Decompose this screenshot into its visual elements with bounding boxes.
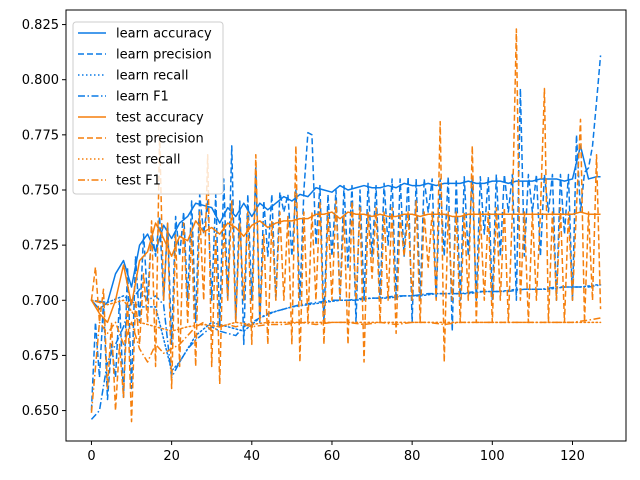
series-line-learn-precision <box>90 55 602 411</box>
legend: learn accuracy learn precision learn recal… <box>72 21 224 195</box>
x-tick-label: 40 <box>244 449 261 464</box>
x-tick-label: 20 <box>163 449 180 464</box>
y-tick-label: 0.825 <box>22 18 59 33</box>
series-line-test-precision <box>90 28 602 423</box>
legend-label: test precision <box>116 132 204 147</box>
y-tick-label: 0.725 <box>22 239 59 254</box>
axes-frame <box>65 9 627 442</box>
legend-box <box>72 21 224 195</box>
legend-label: learn F1 <box>116 90 169 105</box>
series-line-test-accuracy <box>90 211 601 324</box>
legend-label: test F1 <box>116 174 161 189</box>
x-tick-label: 120 <box>560 449 585 464</box>
x-tick-label: 80 <box>404 449 421 464</box>
series-layer <box>90 28 602 423</box>
y-tick-label: 0.650 <box>22 404 59 419</box>
series-line-learn-F1 <box>90 284 601 420</box>
legend-label: learn precision <box>116 48 212 63</box>
y-tick-label: 0.750 <box>22 183 59 198</box>
y-tick-label: 0.675 <box>22 349 59 364</box>
legend-label: learn recall <box>116 69 188 84</box>
series-line-test-F1 <box>90 317 601 413</box>
x-tick-label: 0 <box>87 449 95 464</box>
y-axis: 0.650 0.675 0.700 0.725 0.750 0.775 0.800 0.825 <box>22 18 66 419</box>
x-axis: 0 20 40 60 80 100 120 <box>87 441 585 464</box>
y-tick-label: 0.700 <box>22 294 59 309</box>
y-tick-label: 0.800 <box>22 73 59 88</box>
y-tick-label: 0.775 <box>22 128 59 143</box>
legend-label: test recall <box>116 153 181 168</box>
x-tick-label: 100 <box>480 449 505 464</box>
legend-label: test accuracy <box>116 111 204 126</box>
legend-label: learn accuracy <box>116 27 212 42</box>
x-tick-label: 60 <box>324 449 341 464</box>
